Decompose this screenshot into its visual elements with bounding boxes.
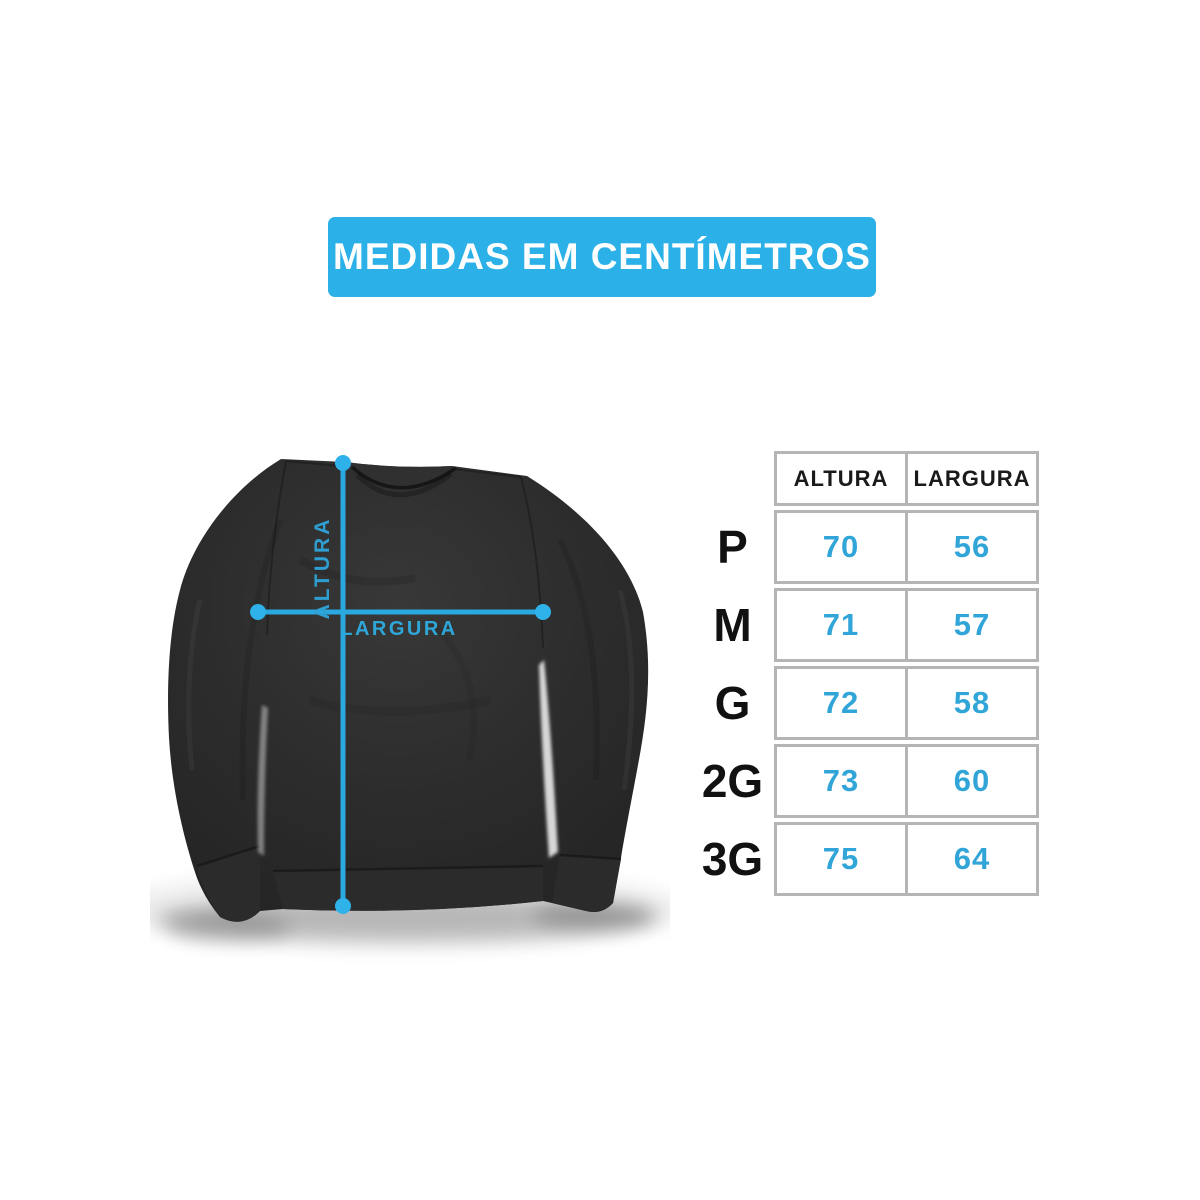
width-line-left-dot: [250, 604, 266, 620]
size-row-g: G 72 58: [691, 666, 1039, 740]
size-label: P: [717, 521, 748, 573]
measurement-overlay: ALTURA LARGURA: [250, 455, 551, 914]
fabric-folds: [186, 518, 635, 801]
right-cuff: [552, 855, 621, 912]
header-box: ALTURA LARGURA: [774, 451, 1039, 506]
hem-seam: [272, 864, 544, 873]
collar-shadow: [355, 472, 453, 498]
width-line-right-dot: [535, 604, 551, 620]
altura-value: 70: [822, 529, 860, 564]
size-row-box: 71 57: [774, 588, 1039, 662]
size-label: G: [714, 677, 751, 729]
collar-seam: [350, 465, 457, 490]
column-header-altura-label: ALTURA: [793, 465, 889, 491]
altura-value: 71: [822, 607, 860, 642]
right-cuff-seam: [559, 853, 622, 861]
table-header-row: ALTURA LARGURA: [691, 451, 1039, 506]
size-row-box: 75 64: [774, 822, 1039, 896]
size-label: 3G: [701, 833, 764, 885]
altura-cell: 72: [777, 669, 908, 737]
largura-cell: 60: [908, 747, 1036, 815]
column-header-largura: LARGURA: [908, 454, 1036, 503]
size-row-box: 72 58: [774, 666, 1039, 740]
right-arm-gap: [539, 660, 558, 858]
altura-value: 75: [822, 841, 860, 876]
altura-cell: 71: [777, 591, 908, 659]
sweatshirt-figure: ALTURA LARGURA: [150, 455, 670, 950]
size-label: M: [713, 599, 752, 651]
altura-cell: 73: [777, 747, 908, 815]
title-banner: MEDIDAS EM CENTÍMETROS: [328, 217, 876, 297]
largura-cell: 64: [908, 825, 1036, 893]
altura-value: 73: [822, 763, 860, 798]
size-row-box: 73 60: [774, 744, 1039, 818]
column-header-altura: ALTURA: [777, 454, 908, 503]
height-line-top-dot: [335, 455, 351, 471]
altura-value: 72: [822, 685, 860, 720]
hem-band: [273, 866, 543, 911]
size-row-box: 70 56: [774, 510, 1039, 584]
largura-value: 58: [953, 685, 991, 720]
column-header-largura-label: LARGURA: [913, 465, 1031, 491]
width-measure-label: LARGURA: [340, 618, 458, 640]
left-cuff-seam: [196, 844, 261, 868]
size-table: ALTURA LARGURA P 70 56 M 71 57: [691, 451, 1039, 900]
size-row-3g: 3G 75 64: [691, 822, 1039, 896]
largura-cell: 56: [908, 513, 1036, 581]
height-line-bottom-dot: [335, 898, 351, 914]
size-row-p: P 70 56: [691, 510, 1039, 584]
largura-cell: 57: [908, 591, 1036, 659]
largura-value: 56: [953, 529, 991, 564]
size-row-m: M 71 57: [691, 588, 1039, 662]
size-row-2g: 2G 73 60: [691, 744, 1039, 818]
header-spacer: [691, 451, 774, 506]
height-measure-label: ALTURA: [311, 517, 334, 620]
size-label: 2G: [701, 755, 764, 807]
largura-cell: 58: [908, 669, 1036, 737]
left-cuff: [197, 846, 260, 922]
altura-cell: 75: [777, 825, 908, 893]
title-banner-label: MEDIDAS EM CENTÍMETROS: [333, 236, 871, 277]
largura-value: 57: [953, 607, 991, 642]
left-arm-gap: [257, 705, 268, 856]
largura-value: 64: [953, 841, 991, 876]
altura-cell: 70: [777, 513, 908, 581]
sweatshirt-illustration: [168, 459, 649, 922]
largura-value: 60: [953, 763, 991, 798]
